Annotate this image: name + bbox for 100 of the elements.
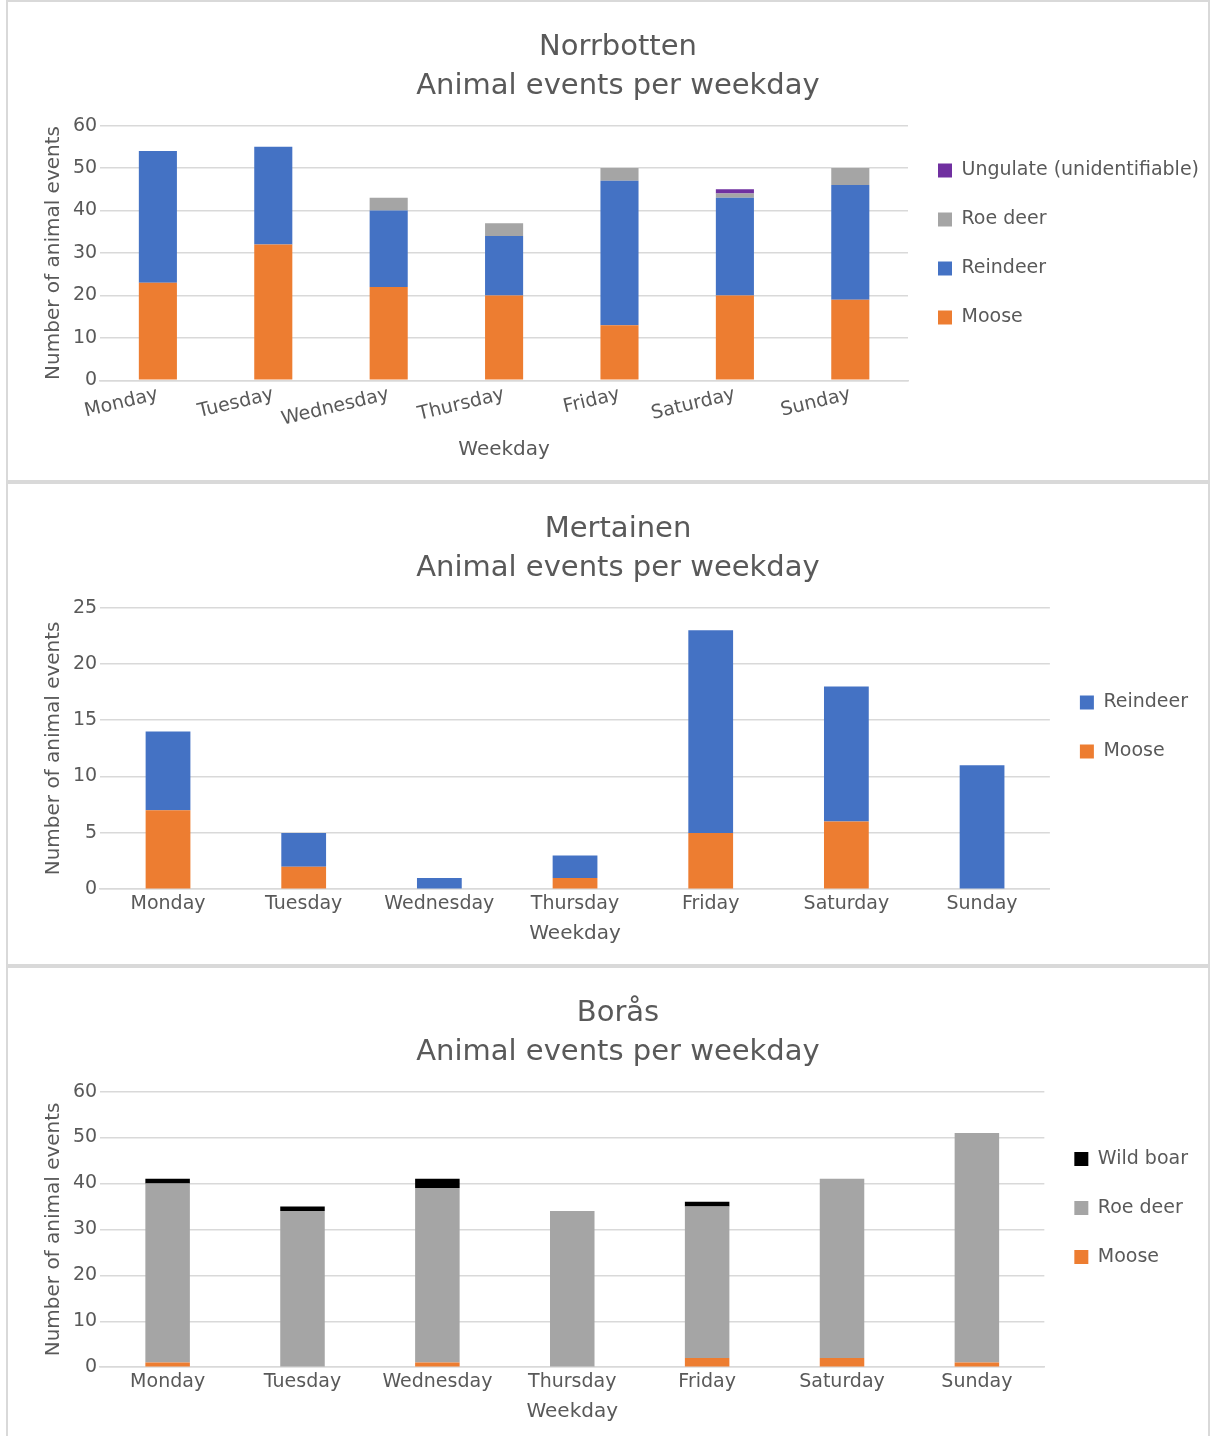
- bar: [684, 1358, 730, 1367]
- y-tick-label: 50: [72, 154, 98, 177]
- chart-subtitle: Animal events per weekday: [416, 1032, 820, 1067]
- y-axis-title: Number of animal events: [40, 1102, 65, 1357]
- bar: [485, 223, 524, 236]
- legend-label: Roe deer: [1097, 1194, 1183, 1217]
- bar: [688, 630, 734, 833]
- y-tick-label: 20: [72, 1262, 98, 1285]
- legend-label: Reindeer: [961, 255, 1047, 278]
- bar: [145, 810, 191, 889]
- y-tick-label: 20: [72, 650, 98, 673]
- x-tick-label: Friday: [560, 381, 622, 417]
- y-tick-label: 30: [72, 239, 98, 262]
- y-tick-label: 60: [72, 112, 98, 135]
- x-tick-label: Sunday: [946, 890, 1018, 913]
- x-tick-label: Saturday: [648, 381, 737, 423]
- bar: [823, 686, 869, 822]
- y-tick-label: 10: [72, 1308, 98, 1331]
- bar: [600, 180, 639, 326]
- bar: [138, 151, 177, 283]
- y-tick-label: 30: [72, 1216, 98, 1239]
- x-tick-label: Monday: [130, 890, 206, 913]
- y-tick-label: 0: [85, 367, 98, 390]
- x-tick-label: Wednesday: [382, 1368, 493, 1391]
- x-tick-label: Sunday: [778, 381, 853, 420]
- bar: [145, 731, 191, 811]
- x-axis-title: Weekday: [529, 920, 621, 945]
- x-tick-label: Saturday: [799, 1368, 885, 1391]
- y-tick-label: 20: [72, 282, 98, 305]
- bar: [145, 1183, 190, 1363]
- y-tick-label: 40: [72, 197, 98, 220]
- legend-label: Moose: [1097, 1243, 1160, 1266]
- x-tick-label: Thursday: [414, 381, 507, 424]
- bar: [684, 1206, 730, 1359]
- bar: [369, 197, 408, 211]
- bar: [280, 1206, 325, 1212]
- x-axis-title: Weekday: [458, 436, 551, 461]
- y-axis-title: Number of animal events: [40, 126, 65, 380]
- bar: [415, 1188, 460, 1363]
- x-tick-label: Thursday: [527, 1368, 617, 1391]
- chart-subtitle: Animal events per weekday: [416, 548, 820, 583]
- bar: [369, 286, 408, 380]
- legend-label: Ungulate (unidentifiable): [961, 157, 1199, 180]
- y-tick-label: 10: [72, 763, 98, 786]
- legend-label: Wild boar: [1097, 1145, 1189, 1168]
- bar: [369, 210, 408, 287]
- chart-subtitle: Animal events per weekday: [416, 66, 820, 101]
- x-tick-label: Thursday: [529, 890, 620, 913]
- y-tick-label: 0: [85, 876, 98, 899]
- bar: [831, 185, 870, 300]
- legend-label: Moose: [1103, 738, 1165, 761]
- bar: [281, 832, 327, 867]
- y-tick-label: 40: [72, 1170, 98, 1193]
- legend-label: Reindeer: [1103, 689, 1189, 712]
- bar: [715, 295, 754, 380]
- y-axis-title: Number of animal events: [40, 621, 65, 876]
- y-tick-label: 10: [72, 324, 98, 347]
- bar: [715, 197, 754, 296]
- bar: [831, 168, 870, 186]
- bar: [485, 295, 524, 380]
- x-axis-title: Weekday: [526, 1398, 619, 1423]
- bar: [600, 325, 639, 380]
- chart-title: Norrbotten: [539, 27, 697, 62]
- bar: [954, 1132, 1000, 1363]
- x-tick-label: Tuesday: [264, 890, 343, 913]
- bar: [416, 877, 462, 889]
- y-tick-label: 0: [85, 1354, 98, 1377]
- y-tick-label: 25: [72, 594, 98, 617]
- x-tick-label: Tuesday: [262, 1368, 342, 1391]
- bar: [831, 299, 870, 380]
- x-tick-label: Wednesday: [384, 890, 495, 913]
- bar: [280, 1211, 325, 1367]
- bar: [819, 1358, 865, 1367]
- bar: [552, 877, 598, 889]
- bar: [552, 855, 598, 878]
- bar: [415, 1178, 460, 1189]
- y-tick-label: 5: [85, 819, 98, 842]
- bar: [138, 282, 177, 380]
- bar: [715, 193, 754, 198]
- bar: [281, 866, 327, 889]
- x-tick-label: Friday: [681, 890, 740, 913]
- bar: [823, 821, 869, 889]
- bar: [600, 168, 639, 181]
- bar: [485, 235, 524, 296]
- x-tick-label: Monday: [130, 1368, 206, 1391]
- legend-label: Roe deer: [961, 206, 1047, 229]
- x-tick-label: Sunday: [941, 1368, 1013, 1391]
- bar: [254, 244, 293, 380]
- x-tick-label: Tuesday: [194, 381, 276, 422]
- y-tick-label: 60: [72, 1078, 98, 1101]
- bar: [254, 146, 293, 245]
- y-tick-label: 15: [72, 707, 98, 730]
- y-tick-label: 50: [72, 1124, 98, 1147]
- bar: [688, 832, 734, 889]
- bar: [959, 765, 1005, 889]
- bar: [819, 1178, 865, 1359]
- chart-title: Mertainen: [544, 509, 692, 544]
- chart-title: Borås: [576, 993, 660, 1028]
- bar: [715, 189, 754, 194]
- legend-label: Moose: [961, 304, 1023, 327]
